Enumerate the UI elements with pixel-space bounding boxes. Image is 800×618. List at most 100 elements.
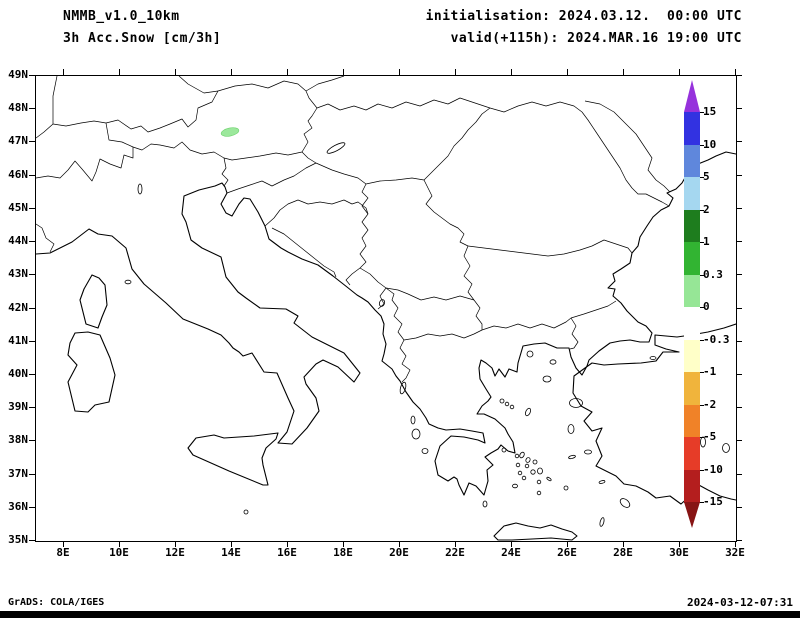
lat-tick bbox=[736, 374, 742, 375]
lat-tick bbox=[736, 141, 742, 142]
colorbar-tick bbox=[700, 209, 704, 211]
lat-tick bbox=[736, 341, 742, 342]
colorbar-tick-label: -0.3 bbox=[703, 332, 730, 346]
colorbar-tick bbox=[700, 242, 704, 243]
lat-tick bbox=[736, 407, 742, 408]
colorbar-tick-label: 10 bbox=[703, 137, 717, 151]
lat-tick bbox=[736, 274, 742, 275]
colorbar-arrow-down bbox=[684, 502, 700, 528]
coast-europe-mainland bbox=[36, 151, 736, 496]
lat-tick-label: 49N bbox=[8, 68, 28, 81]
lon-tick-label: 20E bbox=[389, 546, 409, 559]
lon-tick bbox=[63, 541, 64, 547]
colorbar-segment bbox=[684, 404, 700, 438]
lat-tick-label: 42N bbox=[8, 301, 28, 314]
lat-tick bbox=[736, 440, 742, 441]
colorbar-tick bbox=[700, 372, 704, 373]
coast-sicily bbox=[187, 432, 279, 486]
lat-tick-label: 43N bbox=[8, 267, 28, 280]
lon-tick-label: 16E bbox=[277, 546, 297, 559]
colorbar-segment bbox=[684, 242, 700, 275]
lon-tick bbox=[287, 541, 288, 547]
colorbar-segment bbox=[684, 307, 700, 340]
lon-tick bbox=[735, 541, 736, 547]
lat-tick bbox=[29, 308, 35, 309]
colorbar-tick-label: -2 bbox=[703, 397, 717, 411]
lon-tick bbox=[623, 541, 624, 547]
lon-tick bbox=[343, 541, 344, 547]
lon-tick bbox=[231, 69, 232, 75]
lon-tick bbox=[63, 69, 64, 75]
lat-tick bbox=[736, 241, 742, 242]
lakes bbox=[137, 142, 730, 453]
lon-tick bbox=[399, 541, 400, 547]
coast-sardinia bbox=[67, 331, 116, 413]
grads-credit: GrADS: COLA/IGES bbox=[8, 597, 105, 608]
lat-tick bbox=[736, 474, 742, 475]
colorbar-arrow-up bbox=[684, 80, 700, 112]
colorbar-tick bbox=[700, 502, 704, 503]
colorbar-segment bbox=[684, 274, 700, 308]
lat-tick bbox=[29, 175, 35, 176]
lon-tick bbox=[679, 69, 680, 75]
colorbar-tick-label: 1 bbox=[703, 235, 710, 248]
lat-tick bbox=[29, 540, 35, 541]
lat-tick-label: 37N bbox=[8, 467, 28, 480]
lat-tick bbox=[736, 75, 742, 76]
lon-tick bbox=[399, 69, 400, 75]
lon-tick bbox=[511, 541, 512, 547]
colorbar-segment bbox=[684, 469, 700, 503]
map-canvas bbox=[36, 76, 736, 541]
lon-tick-label: 24E bbox=[501, 546, 521, 559]
coast-anatolia bbox=[572, 323, 736, 505]
lat-tick-label: 46N bbox=[8, 168, 28, 181]
lon-tick-label: 28E bbox=[613, 546, 633, 559]
colorbar-segment bbox=[684, 437, 700, 470]
colorbar-tick-label: -15 bbox=[703, 495, 723, 508]
lon-tick-label: 14E bbox=[221, 546, 241, 559]
lat-tick bbox=[29, 374, 35, 375]
country-borders bbox=[36, 76, 671, 383]
colorbar-segment bbox=[684, 177, 700, 210]
lon-tick bbox=[623, 69, 624, 75]
lon-tick-label: 18E bbox=[333, 546, 353, 559]
lon-tick bbox=[119, 69, 120, 75]
colorbar-tick bbox=[700, 469, 704, 471]
colorbar-tick bbox=[700, 177, 704, 178]
lat-tick bbox=[29, 474, 35, 475]
lon-tick-label: 22E bbox=[445, 546, 465, 559]
lon-tick-label: 26E bbox=[557, 546, 577, 559]
colorbar-tick bbox=[700, 144, 704, 146]
lon-tick-label: 10E bbox=[109, 546, 129, 559]
colorbar-tick bbox=[700, 339, 704, 341]
model-name: NMMB_v1.0_10km bbox=[63, 9, 180, 24]
lon-tick bbox=[175, 69, 176, 75]
lat-tick-label: 38N bbox=[8, 433, 28, 446]
colorbar-tick-label: 15 bbox=[703, 105, 717, 118]
lat-tick bbox=[29, 274, 35, 275]
field-name: 3h Acc.Snow [cm/3h] bbox=[63, 31, 222, 46]
lat-tick bbox=[736, 175, 742, 176]
lon-tick bbox=[287, 69, 288, 75]
colorbar-tick bbox=[700, 437, 704, 438]
init-time-label: initialisation: 2024.03.12. 00:00 UTC bbox=[425, 9, 742, 24]
colorbar-tick bbox=[700, 112, 704, 113]
lat-tick bbox=[736, 308, 742, 309]
lat-tick-label: 41N bbox=[8, 334, 28, 347]
colorbar-tick-label: 2 bbox=[703, 202, 710, 216]
lat-tick-label: 35N bbox=[8, 533, 28, 546]
colorbar-segment bbox=[684, 339, 700, 373]
colorbar-segment bbox=[684, 144, 700, 178]
colorbar-segment bbox=[684, 112, 700, 145]
lat-tick-label: 39N bbox=[8, 400, 28, 413]
creation-timestamp: 2024-03-12-07:31 bbox=[687, 596, 793, 609]
colorbar-tick-label: -5 bbox=[703, 430, 717, 443]
lat-tick-label: 48N bbox=[8, 101, 28, 114]
lat-tick-label: 44N bbox=[8, 234, 28, 247]
valid-time-label: valid(+115h): 2024.MAR.16 19:00 UTC bbox=[450, 31, 742, 46]
lon-tick bbox=[455, 541, 456, 547]
lon-tick bbox=[567, 541, 568, 547]
lon-tick bbox=[231, 541, 232, 547]
colorbar-segment bbox=[684, 209, 700, 243]
